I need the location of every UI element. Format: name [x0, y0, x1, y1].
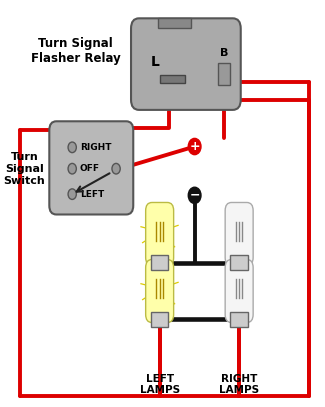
- Text: −: −: [189, 189, 200, 202]
- Bar: [218, 63, 229, 85]
- Circle shape: [68, 142, 76, 153]
- Circle shape: [112, 163, 120, 174]
- Bar: [151, 256, 168, 270]
- Circle shape: [188, 187, 201, 204]
- Circle shape: [68, 189, 76, 199]
- FancyBboxPatch shape: [49, 121, 133, 214]
- Text: LEFT
LAMPS: LEFT LAMPS: [140, 374, 180, 396]
- Text: Turn
Signal
Switch: Turn Signal Switch: [4, 152, 46, 186]
- Bar: [230, 256, 248, 270]
- FancyBboxPatch shape: [225, 203, 253, 266]
- Bar: [160, 75, 185, 83]
- Text: RIGHT
LAMPS: RIGHT LAMPS: [219, 374, 259, 396]
- Text: Turn Signal
Flasher Relay: Turn Signal Flasher Relay: [31, 37, 120, 65]
- Text: B: B: [220, 48, 228, 58]
- Bar: [158, 18, 191, 28]
- Bar: [151, 313, 168, 326]
- Text: RIGHT: RIGHT: [80, 143, 111, 152]
- Text: L: L: [151, 55, 160, 69]
- Bar: [230, 313, 248, 326]
- FancyBboxPatch shape: [225, 260, 253, 322]
- FancyBboxPatch shape: [131, 18, 241, 110]
- Circle shape: [188, 138, 201, 155]
- Circle shape: [68, 163, 76, 174]
- FancyBboxPatch shape: [146, 203, 174, 266]
- Text: LEFT: LEFT: [80, 190, 104, 199]
- Text: OFF: OFF: [80, 164, 100, 173]
- Text: +: +: [189, 140, 200, 153]
- FancyBboxPatch shape: [146, 260, 174, 322]
